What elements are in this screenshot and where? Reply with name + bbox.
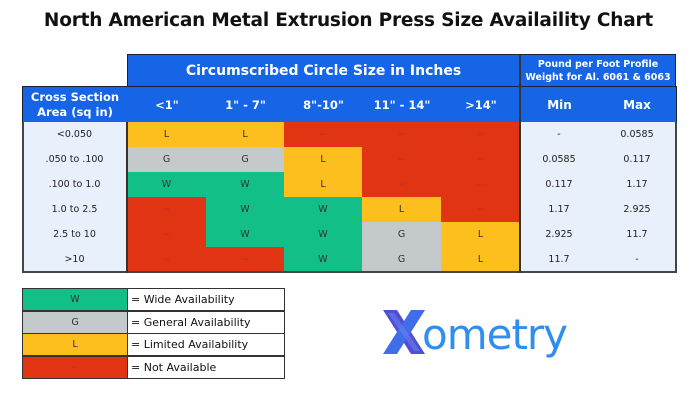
header-cross-section: Cross Section Area (sq in) [22,86,128,123]
weight-max-cell: 1.17 [598,172,676,197]
chart-title: North American Metal Extrusion Press Siz… [43,10,654,31]
availability-cell: -- [284,122,362,147]
availability-cell: -- [362,172,441,197]
availability-cell: W [206,222,284,247]
weight-max-cell: 11.7 [598,222,676,247]
weight-max-cell: 0.117 [598,147,676,172]
weight-min-cell: 0.0585 [520,147,598,172]
row-label: 2.5 to 10 [22,222,127,247]
weight-min-cell: - [520,122,598,147]
header-weight: Pound per Foot Profile Weight for Al. 60… [520,54,676,87]
availability-cell: L [127,122,206,147]
legend-label: = Limited Availability [127,333,285,356]
weight-min-cell: 0.117 [520,172,598,197]
availability-cell: L [362,197,441,222]
availability-cell: L [441,222,520,247]
legend-swatch: -- [22,355,128,379]
weight-min-cell: 11.7 [520,247,598,272]
availability-cell: -- [127,222,206,247]
availability-cell: -- [441,147,520,172]
column-header: 11" - 14" [362,86,442,123]
availability-cell: W [284,247,362,272]
header-circle-size: Circumscribed Circle Size in Inches [127,54,520,87]
availability-cell: -- [206,247,284,272]
availability-cell: G [206,147,284,172]
weight-column-header: Min [520,86,598,123]
availability-cell: -- [362,122,441,147]
availability-cell: -- [441,197,520,222]
availability-cell: L [441,247,520,272]
availability-cell: L [284,147,362,172]
weight-divider [519,54,521,273]
weight-max-cell: 0.0585 [598,122,676,147]
row-label: .100 to 1.0 [22,172,127,197]
legend-swatch: W [22,288,128,311]
weight-min-cell: 1.17 [520,197,598,222]
logo-x-mark [383,310,425,354]
weight-min-cell: 2.925 [520,222,598,247]
availability-cell: -- [441,122,520,147]
availability-cell: W [284,197,362,222]
xometry-logo: ometry [383,310,568,359]
weight-max-cell: 2.925 [598,197,676,222]
availability-cell: -- [362,147,441,172]
column-header: 8"-10" [284,86,363,123]
row-label: .050 to .100 [22,147,127,172]
legend-label: = General Availability [127,310,285,334]
availability-cell: W [206,197,284,222]
column-header: <1" [127,86,207,123]
weight-max-cell: - [598,247,676,272]
row-label: 1.0 to 2.5 [22,197,127,222]
availability-cell: -- [127,247,206,272]
legend-label: = Wide Availability [127,288,285,311]
availability-cell: -- [127,197,206,222]
column-header: >14" [441,86,521,123]
row-label: >10 [22,247,127,272]
availability-cell: G [127,147,206,172]
availability-cell: L [284,172,362,197]
availability-cell: G [362,222,441,247]
availability-cell: W [284,222,362,247]
weight-column-header: Max [598,86,677,123]
availability-cell: G [362,247,441,272]
legend-swatch: L [22,333,128,356]
legend-label: = Not Available [127,355,285,379]
legend-swatch: G [22,310,128,334]
row-label: <0.050 [22,122,127,147]
column-header: 1" - 7" [206,86,285,123]
availability-cell: W [127,172,206,197]
availability-cell: W [206,172,284,197]
availability-cell: -- [441,172,520,197]
availability-cell: L [206,122,284,147]
logo-wordmark: ometry [422,310,567,359]
label-divider [126,122,128,273]
